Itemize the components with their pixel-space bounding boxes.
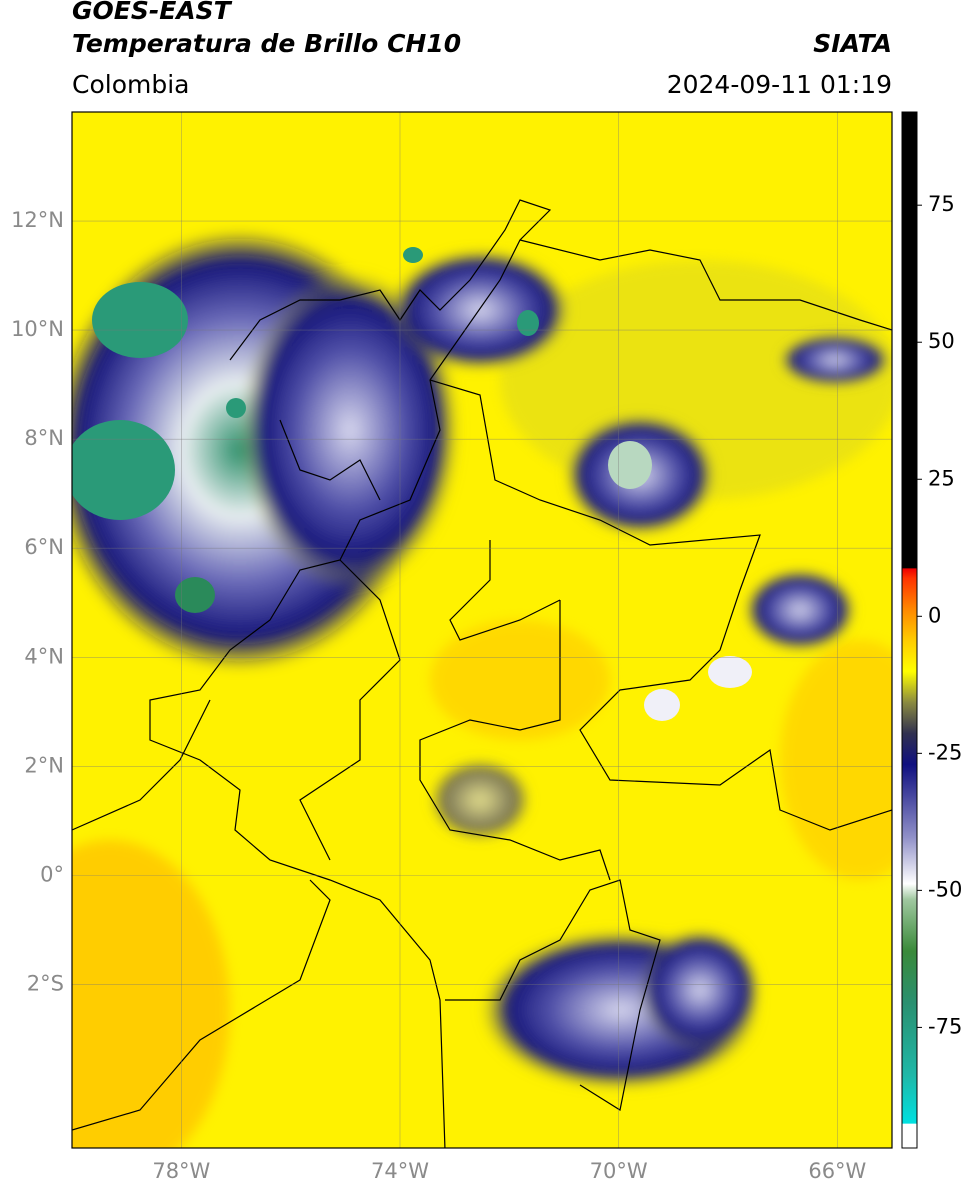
lat-label: 6°N — [24, 535, 64, 559]
lon-label: 66°W — [808, 1159, 866, 1183]
source: SIATA — [813, 29, 892, 58]
lat-label: 10°N — [11, 317, 64, 341]
lon-label: 70°W — [590, 1159, 648, 1183]
lat-label: 2°S — [27, 971, 64, 995]
colorbar-tick-label: -75 — [928, 1014, 962, 1038]
grid — [72, 112, 892, 1148]
colorbar — [901, 111, 918, 1149]
satellite: GOES-EAST — [72, 0, 233, 25]
region: Colombia — [72, 70, 189, 99]
colorbar-tick-label: -25 — [928, 740, 962, 764]
colorbar-tick-label: 50 — [928, 329, 955, 353]
lat-label: 4°N — [24, 644, 64, 668]
map-imagery — [72, 112, 892, 1148]
lat-label: 0° — [40, 862, 64, 886]
colorbar-tick-label: -50 — [928, 877, 962, 901]
lat-label: 8°N — [24, 426, 64, 450]
colorbar-tick-label: 75 — [928, 192, 955, 216]
lon-label: 78°W — [152, 1159, 210, 1183]
colorbar-tick-label: 0 — [928, 603, 941, 627]
colorbar-tick-label: 25 — [928, 466, 955, 490]
datetime: 2024-09-11 01:19 — [667, 70, 892, 99]
lon-label: 74°W — [371, 1159, 429, 1183]
map-frame — [71, 111, 893, 1149]
lat-label: 12°N — [11, 208, 64, 232]
lat-label: 2°N — [24, 753, 64, 777]
product: Temperatura de Brillo CH10 — [72, 29, 461, 58]
